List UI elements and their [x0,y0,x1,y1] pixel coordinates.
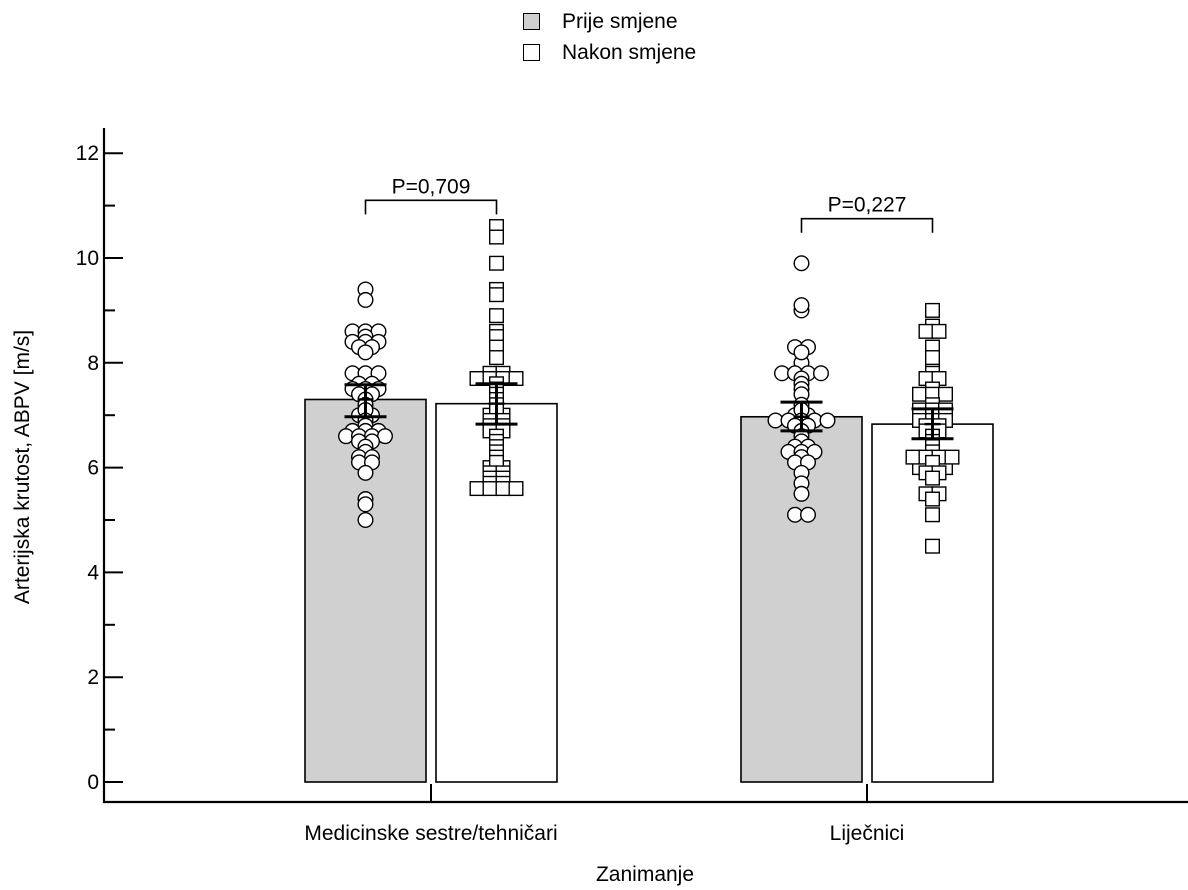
point-0-0-9.2-0 [357,291,374,308]
bar-0-0 [304,398,427,783]
y-tick-label-2: 2 [87,666,99,689]
point-0-0-5.3-0 [357,496,374,513]
x-tick-label-1: Liječnici [830,822,905,845]
points-layer [338,219,960,554]
point-1-1-7.4-2 [938,386,954,402]
point-0-0-5.9-0 [357,464,374,481]
point-1-1-5.1-0 [925,507,941,523]
axes-layer: 0 2 4 6 8 10 12 Medicinske sestre/tehničari Lije… [76,128,1188,845]
y-tick-label-8: 8 [87,352,99,375]
point-0-1-5.1-1 [800,506,817,523]
point-0-1-6.9-4 [819,412,836,429]
point-1-0-9.9-0 [489,255,505,271]
p-bracket-1 [800,217,934,233]
point-0-1-8.2-0 [793,344,810,361]
point-1-1-9-0 [925,302,941,318]
legend-swatch-prije [523,13,540,30]
point-1-1-7.4-0 [912,386,928,402]
y-tick-label-0: 0 [87,771,99,794]
point-1-0-5.6-1 [482,481,498,497]
y-tick-label-10: 10 [76,247,99,270]
legend-label-nakon: Nakon smjene [562,41,697,64]
legend: Prije smjene Nakon smjene [523,6,696,68]
point-1-0-10.4-0 [489,229,505,245]
legend-swatch-nakon [523,44,540,61]
p-value-label-1: P=0,227 [828,194,907,217]
point-1-0-8.9-0 [489,308,505,324]
point-1-1-5.4-0 [925,491,941,507]
point-0-0-8.2-0 [357,344,374,361]
point-1-1-8.6-0 [918,323,934,339]
bars-layer [304,398,994,783]
y-tick-label-12: 12 [76,142,99,165]
point-1-0-9.3-0 [489,287,505,303]
point-0-1-7.8-3 [813,365,830,382]
point-1-1-8.6-1 [931,323,947,339]
p-value-label-0: P=0,709 [392,175,471,198]
legend-item-prije: Prije smjene [523,6,696,37]
annotations-layer: P=0,709 P=0,227 [364,175,934,233]
point-1-1-5.8-0 [925,470,941,486]
point-0-1-5.5-0 [793,485,810,502]
point-1-1-6.2-0 [905,449,921,465]
legend-label-prije: Prije smjene [562,10,678,33]
point-0-0-5-0 [357,512,374,529]
point-0-1-9.9-0 [793,255,810,272]
x-tick-label-0: Medicinske sestre/tehničari [304,822,557,845]
y-tick-label-4: 4 [87,561,99,584]
point-1-1-6.2-3 [944,449,960,465]
p-bracket-0 [364,199,498,215]
point-1-0-5.6-3 [508,481,524,497]
y-axis-title: Arterijska krutost, ABPV [m/s] [11,330,34,604]
point-1-0-5.6-2 [495,481,511,497]
point-1-0-8.1-0 [489,350,505,366]
legend-item-nakon: Nakon smjene [523,37,696,68]
x-axis-title: Zanimanje [596,863,694,886]
point-1-1-8.1-0 [925,350,941,366]
point-1-0-5.6-0 [469,481,485,497]
point-0-1-9.1-0 [793,297,810,314]
y-tick-label-6: 6 [87,457,99,480]
point-1-1-4.5-0 [925,538,941,554]
point-1-0-7.7-3 [508,371,524,387]
error-bars-layer [344,382,954,441]
